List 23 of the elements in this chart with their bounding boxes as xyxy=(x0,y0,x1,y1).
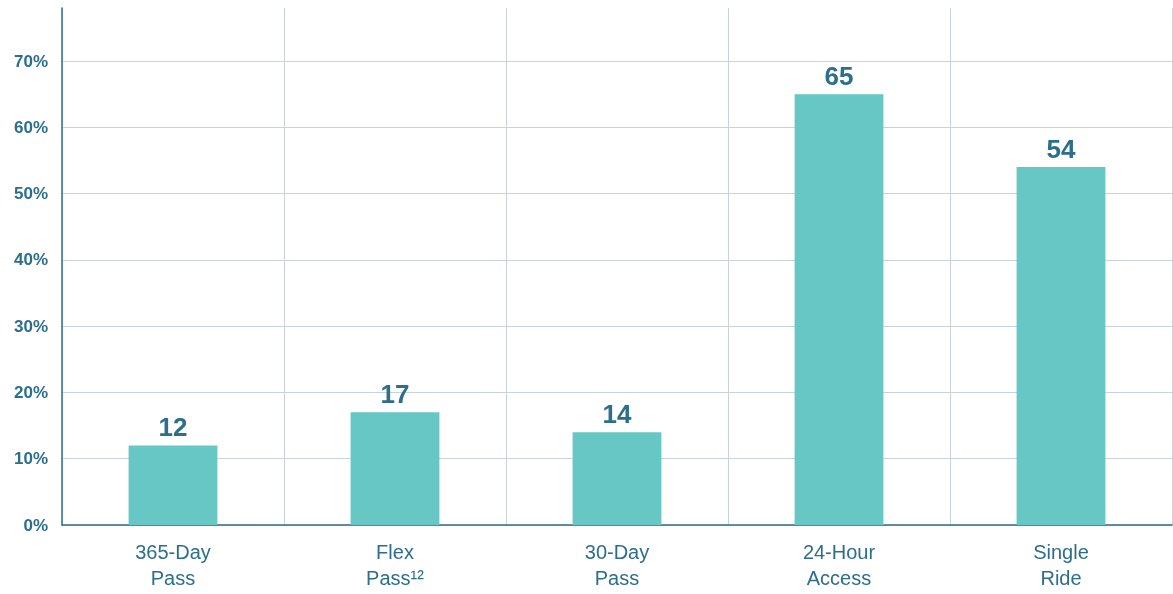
x-tick-label: 30-Day Pass xyxy=(584,541,650,589)
x-tick-label: Flex Pass¹² xyxy=(366,541,425,589)
data-label: 65 xyxy=(824,61,854,92)
y-tick-label: 10% xyxy=(13,449,48,469)
y-tick-label: 50% xyxy=(13,184,48,204)
bar xyxy=(794,94,884,525)
x-tick-label: Single Ride xyxy=(1033,541,1089,589)
bar xyxy=(350,412,440,525)
y-tick-label: 40% xyxy=(13,250,48,270)
x-tick-label: 24-Hour Access xyxy=(802,541,876,589)
y-tick-label: 0% xyxy=(23,515,48,535)
data-label: 12 xyxy=(158,412,188,443)
bar xyxy=(572,432,662,525)
y-tick-label: 70% xyxy=(13,51,48,71)
y-tick-label: 60% xyxy=(13,117,48,137)
bar xyxy=(128,445,218,525)
y-tick-label: 30% xyxy=(13,316,48,336)
data-label: 17 xyxy=(380,379,410,410)
y-tick-label: 20% xyxy=(13,382,48,402)
x-tick-label: 365-Day Pass xyxy=(135,541,211,589)
data-label: 54 xyxy=(1046,134,1076,165)
data-label: 14 xyxy=(602,399,632,430)
bar xyxy=(1016,167,1106,525)
